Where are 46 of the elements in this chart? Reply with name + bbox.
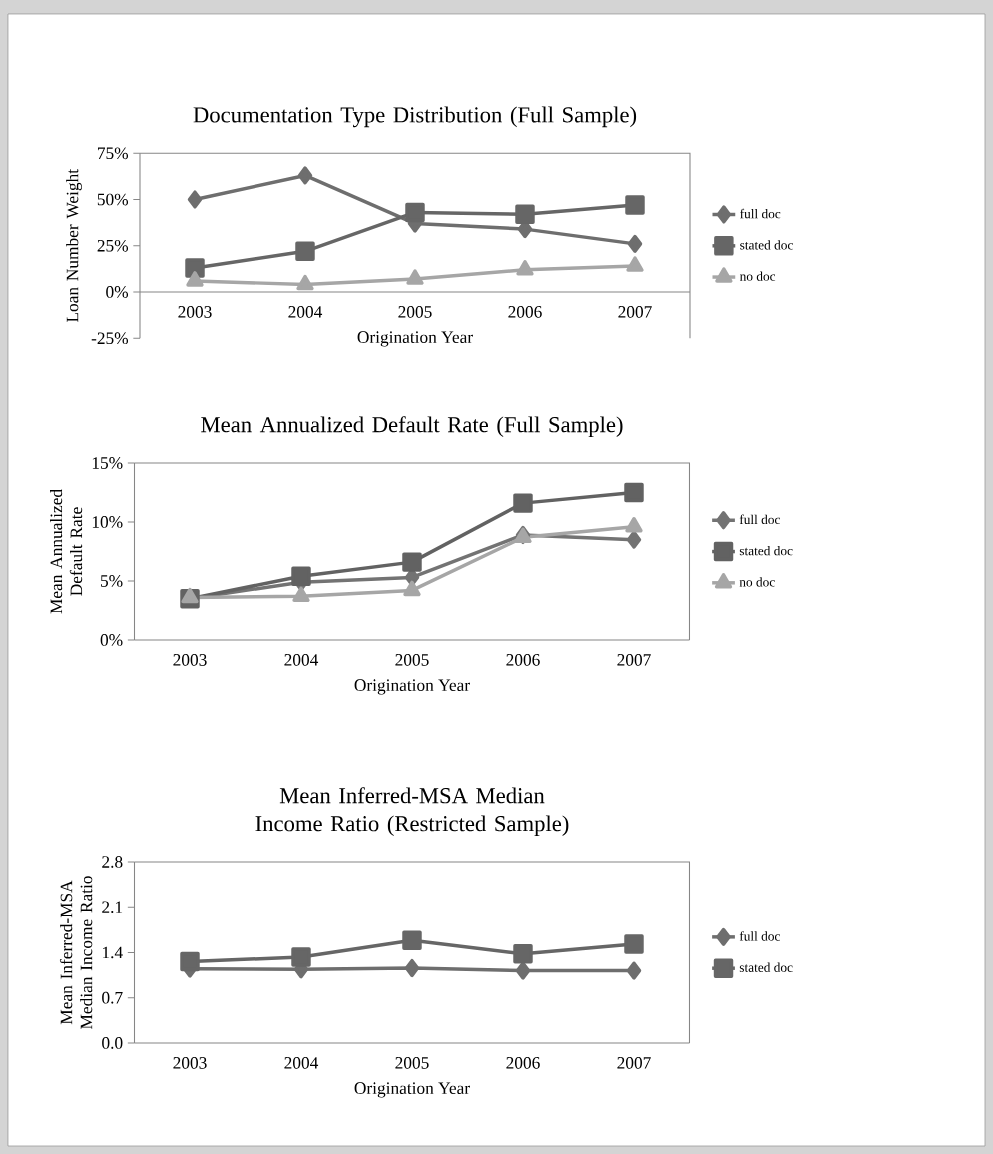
legend-label: full doc <box>739 514 780 525</box>
x-tick-label: 2005 <box>395 654 429 666</box>
y-tick-label: 0.7 <box>102 991 123 1004</box>
legend-label: stated doc <box>739 962 793 972</box>
chart-title: Mean Annualized Default Rate (Full Sample) <box>201 416 623 437</box>
y-tick-label: 5% <box>101 575 123 587</box>
x-axis-title: Origination Year <box>354 1082 470 1098</box>
y-axis-title: Mean Inferred-MSA Median Income Ratio <box>59 876 93 1030</box>
legend-label: full doc <box>740 208 781 219</box>
chart-title: Mean Inferred-MSA Median Income Ratio (Restricted Sample) <box>255 787 569 836</box>
y-tick-label: 75% <box>98 147 129 160</box>
x-tick-label: 2004 <box>288 306 323 318</box>
x-tick-label: 2003 <box>173 1057 207 1069</box>
chart-title: Documentation Type Distribution (Full Sample) <box>193 106 637 128</box>
x-tick-label: 2007 <box>617 654 651 666</box>
x-tick-label: 2006 <box>506 1057 540 1069</box>
y-tick-label: 0.0 <box>102 1037 123 1049</box>
legend-label: stated doc <box>740 240 793 250</box>
legend-label: no doc <box>739 577 775 587</box>
y-tick-label: 15% <box>92 457 123 469</box>
x-tick-label: 2003 <box>178 306 212 318</box>
x-tick-label: 2003 <box>173 654 207 666</box>
x-tick-label: 2005 <box>395 1057 429 1069</box>
x-tick-label: 2005 <box>398 306 432 318</box>
y-tick-label: 2.8 <box>102 856 123 868</box>
y-tick-label: 1.4 <box>102 946 123 959</box>
x-tick-label: 2004 <box>284 1057 319 1069</box>
y-tick-label: 10% <box>92 516 123 528</box>
x-tick-label: 2007 <box>618 306 652 318</box>
legend-label: full doc <box>739 931 780 941</box>
x-tick-label: 2006 <box>508 306 542 318</box>
legend-label: no doc <box>739 271 776 281</box>
y-tick-label: 0% <box>106 286 129 298</box>
x-axis-title: Origination Year <box>354 679 470 695</box>
y-axis-title: Loan Number Weight <box>66 169 82 323</box>
legend-label: stated doc <box>739 545 793 556</box>
x-axis-title: Origination Year <box>357 331 473 347</box>
y-tick-label: 25% <box>97 239 129 252</box>
x-tick-label: 2007 <box>617 1057 651 1069</box>
y-tick-label: 50% <box>97 193 129 206</box>
y-tick-label: -25% <box>91 332 129 345</box>
y-axis-title: Mean Annualized Default Rate <box>50 489 83 614</box>
y-tick-label: 0% <box>100 634 123 646</box>
y-tick-label: 2.1 <box>102 901 123 914</box>
x-tick-label: 2006 <box>506 654 540 666</box>
x-tick-label: 2004 <box>284 654 319 666</box>
